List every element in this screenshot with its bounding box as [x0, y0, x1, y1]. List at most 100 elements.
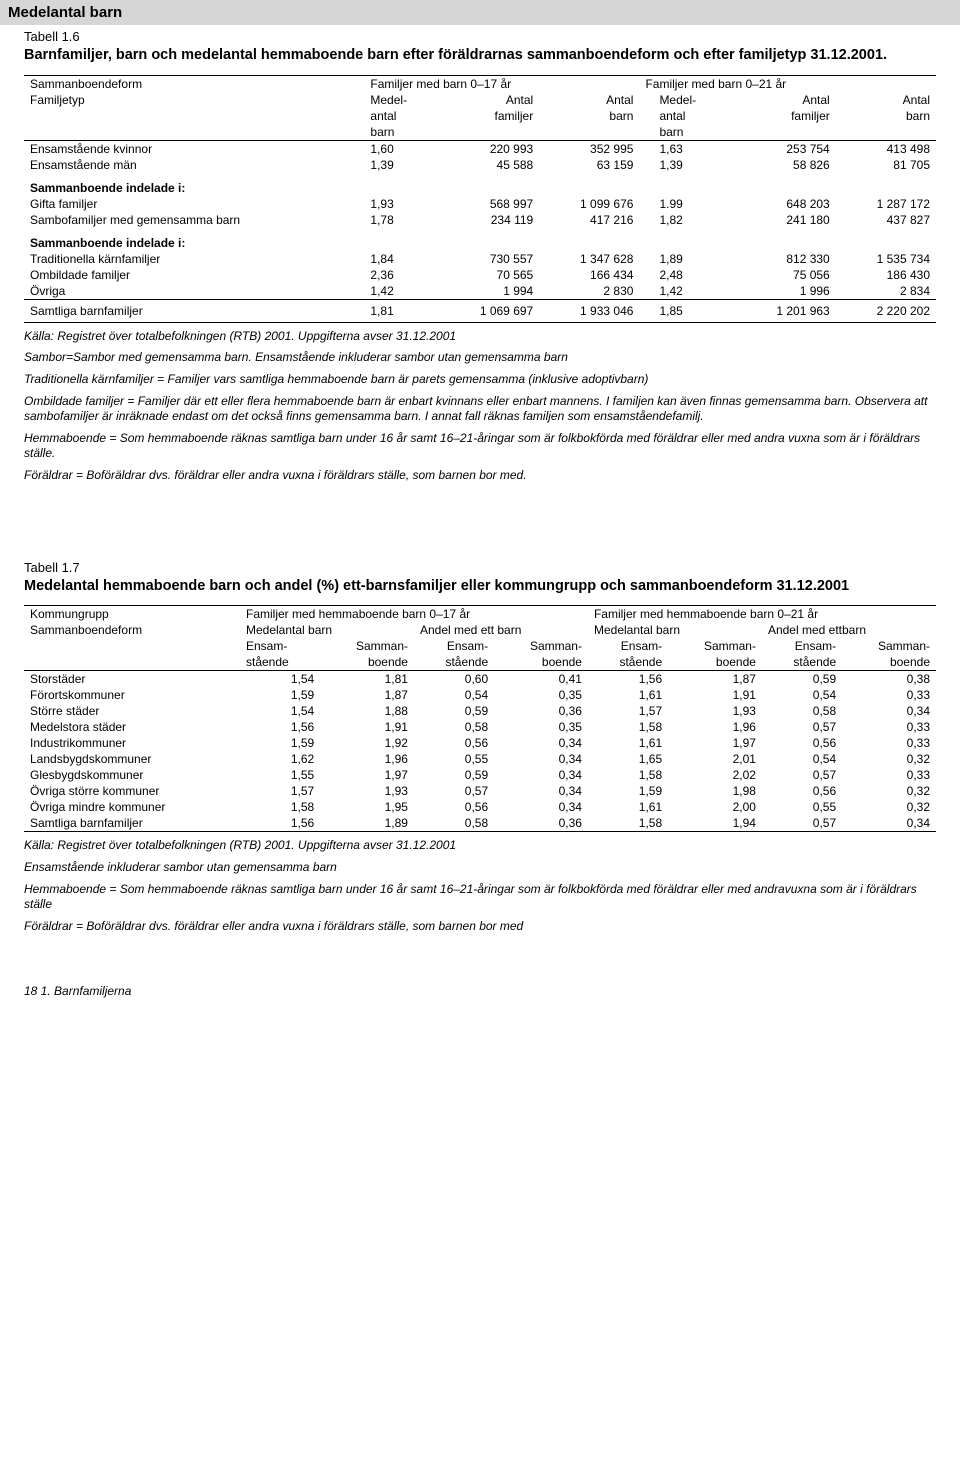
table-cell: 1.99	[639, 196, 735, 212]
table-cell: 1,91	[320, 719, 414, 735]
table-cell: 1,93	[320, 783, 414, 799]
table-cell: 63 159	[539, 157, 639, 173]
note-text: Traditionella kärnfamiljer = Familjer va…	[24, 372, 936, 388]
table-cell: 1,96	[320, 751, 414, 767]
table-row-label: Landsbygdskommuner	[24, 751, 240, 767]
t2-h-andel-a: Andel med ett barn	[414, 622, 588, 638]
table-cell: 75 056	[736, 267, 836, 283]
table-cell: 730 557	[439, 251, 539, 267]
table-cell: 0,54	[414, 687, 494, 703]
t2-h-ens1-4: Ensam-	[762, 638, 842, 654]
table-cell: 1,55	[240, 767, 320, 783]
table-cell: 1,85	[639, 299, 735, 322]
t2-h-sam2-3: boende	[668, 654, 762, 671]
t2-h-sam1-2: Samman-	[494, 638, 588, 654]
table-cell: 1,84	[364, 251, 439, 267]
table-cell: 2,01	[668, 751, 762, 767]
table-cell: 0,32	[842, 751, 936, 767]
table-cell: 1 201 963	[736, 299, 836, 322]
t2-h-sam1-3: Samman-	[668, 638, 762, 654]
note-text: Hemmaboende = Som hemmaboende räknas sam…	[24, 431, 936, 462]
t2-h-ens1-3: Ensam-	[588, 638, 668, 654]
note-text: Ensamstående inkluderar sambor utan geme…	[24, 860, 936, 876]
t1-h-medel2-b: antal	[639, 108, 735, 124]
t2-h-ens2-2: stående	[414, 654, 494, 671]
table-cell: 1,42	[639, 283, 735, 300]
table1-title: Barnfamiljer, barn och medelantal hemmab…	[24, 46, 936, 65]
table-cell: 1 099 676	[539, 196, 639, 212]
table1: Sammanboendeform Familjer med barn 0–17 …	[24, 75, 936, 323]
table-cell: 1,58	[588, 719, 668, 735]
table-cell: 0,58	[414, 719, 494, 735]
table-cell: 1,42	[364, 283, 439, 300]
table-cell: 0,57	[762, 767, 842, 783]
table-cell: 1,78	[364, 212, 439, 228]
table-cell: 166 434	[539, 267, 639, 283]
table-row-label: Övriga	[24, 283, 364, 300]
table-cell: 2,48	[639, 267, 735, 283]
table-cell: 417 216	[539, 212, 639, 228]
table-cell: 1,96	[668, 719, 762, 735]
table-cell: 1,93	[668, 703, 762, 719]
table-cell: 0,57	[762, 719, 842, 735]
table-cell: 1,65	[588, 751, 668, 767]
t2-h-sam1-4: Samman-	[842, 638, 936, 654]
table-row-label: Medelstora städer	[24, 719, 240, 735]
table1-label: Tabell 1.6	[24, 29, 936, 44]
table2: Kommungrupp Familjer med hemmaboende bar…	[24, 605, 936, 832]
t1-h-medel3-a: barn	[364, 124, 439, 141]
table-cell: 0,34	[494, 751, 588, 767]
table-cell: 0,55	[414, 751, 494, 767]
table-cell: 1,87	[320, 687, 414, 703]
table-cell: 1,95	[320, 799, 414, 815]
note-text: Sambor=Sambor med gemensamma barn. Ensam…	[24, 350, 936, 366]
table-cell: 1,59	[240, 735, 320, 751]
table-row-label: Traditionella kärnfamiljer	[24, 251, 364, 267]
t1-h-group17: Familjer med barn 0–17 år	[364, 75, 639, 92]
table-row-label: Industrikommuner	[24, 735, 240, 751]
table-cell: 437 827	[836, 212, 936, 228]
table-cell: 0,57	[414, 783, 494, 799]
t2-h-ens2-3: stående	[588, 654, 668, 671]
table-cell: 2 830	[539, 283, 639, 300]
table-cell: 0,55	[762, 799, 842, 815]
table-cell: 81 705	[836, 157, 936, 173]
section-header: Medelantal barn	[0, 0, 960, 25]
t2-h-sam2-4: boende	[842, 654, 936, 671]
t1-h-antbarn1-a: Antal	[539, 92, 639, 108]
t1-h-antbarn2-b: barn	[836, 108, 936, 124]
table-cell: 1 347 628	[539, 251, 639, 267]
table-cell: 0,32	[842, 799, 936, 815]
table-cell: 2,02	[668, 767, 762, 783]
section-label: Sammanboende indelade i:	[24, 228, 936, 251]
table-row-label: Samtliga barnfamiljer	[24, 815, 240, 832]
table-cell: 1,88	[320, 703, 414, 719]
table-cell: 1,97	[320, 767, 414, 783]
table2-notes: Källa: Registret över totalbefolkningen …	[24, 838, 936, 934]
table-cell: 1 535 734	[836, 251, 936, 267]
t1-h-antfam1-b: Antal	[736, 92, 836, 108]
t2-h-ens1-2: Ensam-	[414, 638, 494, 654]
table-cell: 1,93	[364, 196, 439, 212]
table-cell: 45 588	[439, 157, 539, 173]
table-cell: 352 995	[539, 140, 639, 157]
table-cell: 1,89	[320, 815, 414, 832]
table-cell: 1,92	[320, 735, 414, 751]
table-cell: 1,87	[668, 671, 762, 688]
table-row-label: Ombildade familjer	[24, 267, 364, 283]
table-cell: 0,34	[494, 767, 588, 783]
table-cell: 186 430	[836, 267, 936, 283]
table-cell: 1,60	[364, 140, 439, 157]
table-cell: 568 997	[439, 196, 539, 212]
table-row-label: Förortskommuner	[24, 687, 240, 703]
table-cell: 220 993	[439, 140, 539, 157]
table-cell: 0,33	[842, 735, 936, 751]
table-cell: 1,58	[588, 767, 668, 783]
table-cell: 0,59	[762, 671, 842, 688]
table-cell: 0,34	[494, 783, 588, 799]
table-cell: 1,94	[668, 815, 762, 832]
table-cell: 0,58	[762, 703, 842, 719]
table-cell: 1,59	[588, 783, 668, 799]
table-cell: 0,35	[494, 719, 588, 735]
table-cell: 1,81	[364, 299, 439, 322]
